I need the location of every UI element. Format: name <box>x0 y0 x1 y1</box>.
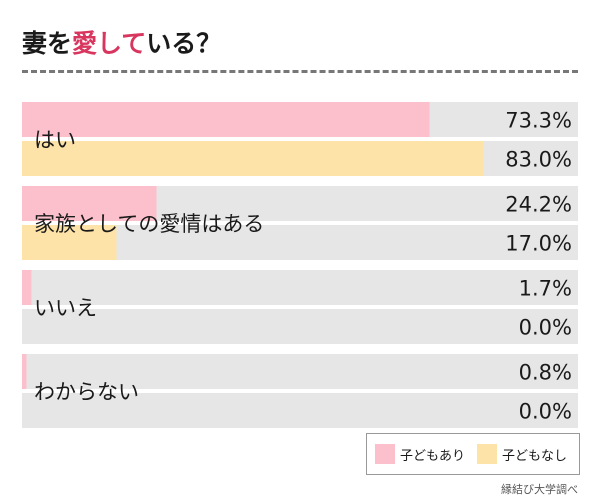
bar-with-children <box>22 270 32 305</box>
title-text-before: 妻を <box>22 29 73 58</box>
value-label-without-children: 0.0% <box>519 400 572 424</box>
category-label: はい <box>34 128 76 152</box>
legend-swatch-with-children <box>375 444 395 464</box>
chart-title: 妻を愛している？ <box>22 24 221 60</box>
title-text-highlight: 愛して <box>72 29 147 58</box>
category-label: 家族としての愛情はある <box>34 212 264 236</box>
value-label-with-children: 1.7% <box>519 277 572 301</box>
bar-track <box>22 393 578 428</box>
legend-swatch-without-children <box>477 444 497 464</box>
bar-track <box>22 270 578 305</box>
title-text-after: いる？ <box>146 29 222 58</box>
bar-with-children <box>22 354 27 389</box>
title-divider <box>22 70 578 73</box>
value-label-without-children: 83.0% <box>505 148 572 172</box>
bar-without-children <box>22 141 484 176</box>
value-label-without-children: 17.0% <box>505 232 572 256</box>
value-label-with-children: 0.8% <box>519 361 572 385</box>
legend-item-without-children: 子どもなし <box>477 444 567 464</box>
legend-label-without-children: 子どもなし <box>502 448 568 464</box>
source-note: 縁結び大学調べ <box>501 483 578 496</box>
value-label-with-children: 73.3% <box>505 109 572 133</box>
bar-track <box>22 354 578 389</box>
category-label: いいえ <box>34 296 97 320</box>
bar-without-children <box>22 225 117 260</box>
legend-label-with-children: 子どもあり <box>400 448 466 464</box>
legend-item-with-children: 子どもあり <box>375 444 465 464</box>
value-label-without-children: 0.0% <box>519 316 572 340</box>
bar-with-children <box>22 186 157 221</box>
bar-with-children <box>22 102 430 137</box>
legend: 子どもあり 子どもなし <box>366 433 580 475</box>
bar-track <box>22 309 578 344</box>
value-label-with-children: 24.2% <box>505 193 572 217</box>
category-label: わからない <box>34 380 139 404</box>
